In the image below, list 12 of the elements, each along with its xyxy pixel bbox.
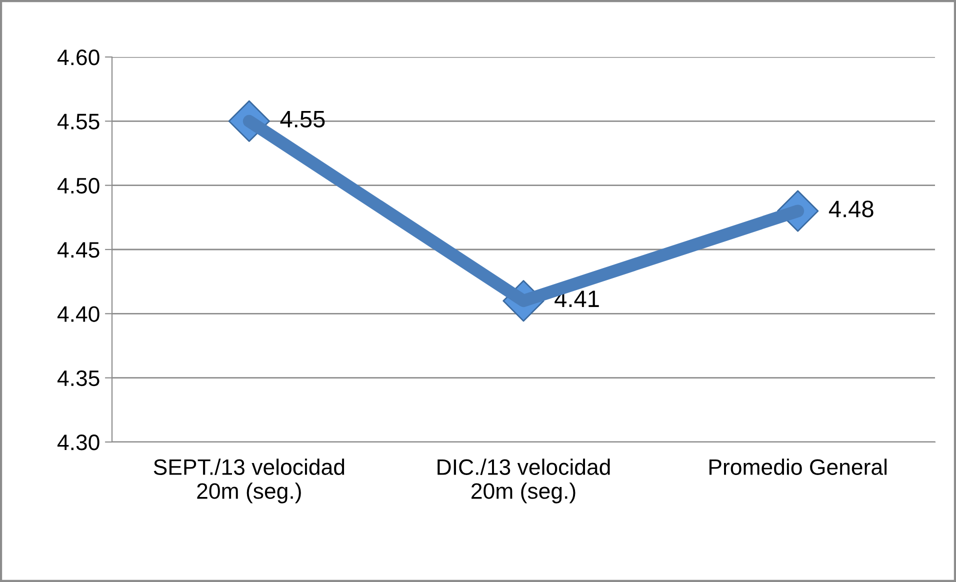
x-tick-label: DIC./13 velocidad 20m (seg.) [438,458,610,504]
y-tick-label: 4.30 [57,434,100,450]
y-tick-label: 4.50 [57,178,100,194]
x-tick-label: SEPT./13 velocidad 20m (seg.) [154,458,344,504]
y-tick-label: 4.40 [57,306,100,322]
data-label: 4.55 [280,111,325,128]
data-label: 4.48 [828,200,874,218]
y-tick-label: 4.45 [57,242,100,258]
y-tick-label: 4.60 [57,50,100,66]
x-tick-label: Promedio General [709,458,887,475]
y-tick-label: 4.55 [57,114,100,130]
y-tick-label: 4.35 [57,370,100,386]
